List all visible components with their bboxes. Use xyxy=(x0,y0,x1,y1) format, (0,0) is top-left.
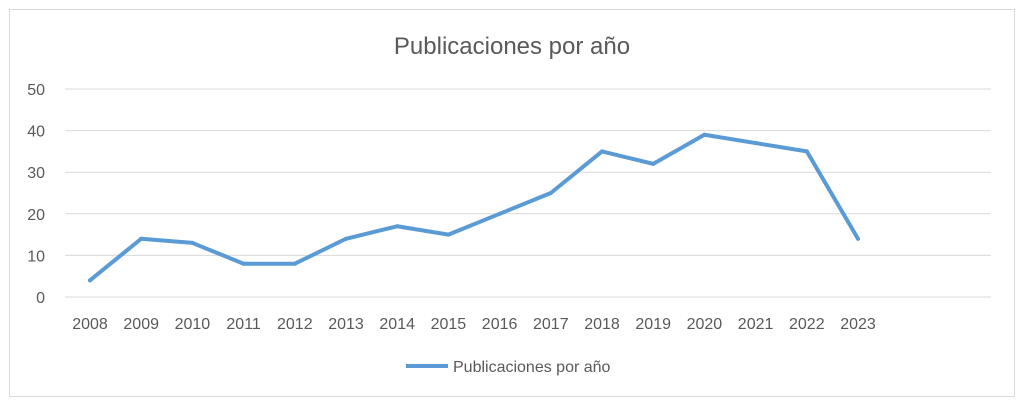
y-tick-label: 50 xyxy=(27,82,45,99)
data-point xyxy=(804,149,809,154)
data-point xyxy=(292,261,297,266)
chart-frame xyxy=(9,9,1015,397)
y-tick-label: 10 xyxy=(27,248,45,265)
data-point xyxy=(548,191,553,195)
x-tick-label: 2016 xyxy=(482,316,518,333)
series-group xyxy=(88,132,860,283)
x-tick-label: 2009 xyxy=(123,316,159,333)
x-axis-ticks: 2008 2009 2010 2011 2012 2013 2014 2015 2016 2017… xyxy=(72,316,876,333)
x-tick-label: 2011 xyxy=(226,316,261,333)
chart-title: Publicaciones por año xyxy=(394,33,630,60)
x-tick-label: 2014 xyxy=(379,316,415,333)
data-point xyxy=(344,236,348,241)
data-point xyxy=(856,236,860,241)
x-tick-label: 2017 xyxy=(533,316,569,333)
y-axis-ticks: 0 10 20 30 40 50 xyxy=(27,82,45,307)
x-tick-label: 2021 xyxy=(738,316,774,333)
legend: Publicaciones por año xyxy=(406,359,611,376)
x-tick-label: 2023 xyxy=(840,316,876,333)
x-tick-label: 2013 xyxy=(328,316,364,333)
gridlines xyxy=(65,88,991,298)
data-point xyxy=(139,236,144,241)
x-tick-label: 2012 xyxy=(277,316,313,333)
series-line xyxy=(88,132,860,283)
x-tick-label: 2010 xyxy=(175,316,211,333)
x-tick-label: 2015 xyxy=(431,316,467,333)
data-point xyxy=(497,211,502,216)
data-point xyxy=(395,224,400,229)
x-tick-label: 2018 xyxy=(584,316,620,333)
x-tick-label: 2019 xyxy=(635,316,671,333)
data-point xyxy=(190,240,195,245)
data-point xyxy=(753,141,758,146)
data-point xyxy=(446,232,451,237)
data-point xyxy=(702,132,707,137)
data-point xyxy=(88,278,92,283)
data-point xyxy=(241,261,246,266)
legend-label: Publicaciones por año xyxy=(453,359,611,376)
x-tick-label: 2020 xyxy=(687,316,723,333)
y-tick-label: 20 xyxy=(27,207,45,224)
x-tick-label: 2022 xyxy=(789,316,825,333)
y-tick-label: 40 xyxy=(27,124,45,141)
x-tick-label: 2008 xyxy=(72,316,108,333)
data-point xyxy=(600,149,604,154)
data-point xyxy=(651,161,656,166)
y-tick-label: 30 xyxy=(27,165,45,182)
y-tick-label: 0 xyxy=(36,290,45,307)
